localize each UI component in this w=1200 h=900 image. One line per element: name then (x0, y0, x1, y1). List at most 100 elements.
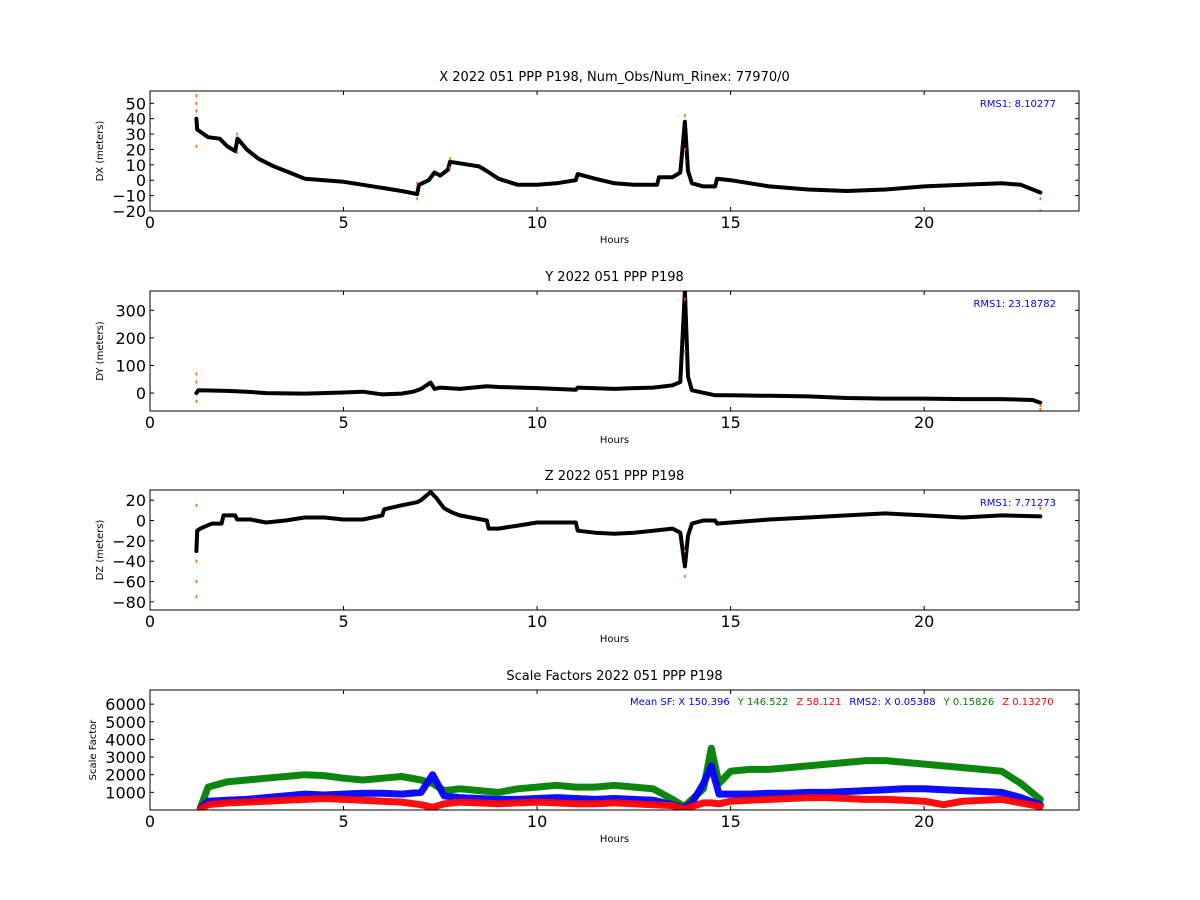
x-axis-label: Hours (600, 235, 629, 246)
rms-annotation: RMS1: 8.10277 (980, 99, 1056, 110)
annotation-part: RMS2: X 0.05388 (849, 697, 935, 708)
data-point (1039, 404, 1042, 407)
annotation-part: Y 0.15826 (943, 697, 995, 708)
y-tick-label: 0 (136, 512, 146, 531)
plot-frame (149, 689, 1080, 811)
annotation-part: Z 0.13270 (1002, 697, 1053, 708)
data-layer (194, 490, 1043, 599)
data-point (195, 109, 198, 113)
data-point (1039, 209, 1042, 211)
x-tick-label: 0 (145, 612, 155, 631)
chart-title: Z 2022 051 PPP P198 (545, 469, 685, 484)
annotation-part: Z 58.121 (796, 697, 841, 708)
data-point (195, 380, 198, 384)
x-tick-label: 20 (914, 213, 934, 232)
data-point (195, 595, 198, 599)
series-line-1 (196, 744, 1044, 810)
x-axis-label: Hours (600, 634, 629, 645)
y-axis-label: DY (meters) (95, 321, 106, 381)
x-tick-label: 15 (720, 812, 740, 831)
data-layer (196, 744, 1044, 810)
y-tick-label: 2000 (105, 766, 146, 785)
data-point (236, 132, 238, 136)
y-tick-label: 30 (126, 125, 146, 144)
y-tick-label: 40 (126, 110, 146, 129)
y-tick-label: −60 (112, 573, 146, 592)
y-tick-label: 20 (126, 491, 146, 510)
y-tick-label: 100 (115, 356, 146, 375)
plot-frame (149, 489, 1080, 611)
x-tick-label: 10 (527, 413, 547, 432)
data-point (684, 114, 686, 118)
data-point (1039, 506, 1042, 510)
data-point (195, 503, 198, 507)
y-tick-label: 300 (115, 301, 146, 320)
y-tick-label: 6000 (105, 695, 146, 714)
y-axis-label: Scale Factor (88, 719, 99, 781)
series-line-1 (194, 291, 1043, 405)
x-tick-label: 20 (914, 413, 934, 432)
x-tick-label: 5 (338, 812, 348, 831)
data-layer (194, 94, 1043, 211)
x-tick-label: 20 (914, 612, 934, 631)
chart-title: X 2022 051 PPP P198, Num_Obs/Num_Rinex: … (439, 70, 790, 85)
data-point (449, 166, 451, 170)
scale-factor-annotation: Mean SF: X 150.396 Y 146.522 Z 58.121 RMS2:… (630, 697, 1054, 708)
x-tick-label: 15 (720, 413, 740, 432)
x-tick-label: 15 (720, 612, 740, 631)
data-point (195, 399, 198, 403)
y-tick-label: 0 (136, 171, 146, 190)
data-point (684, 297, 686, 301)
data-point (684, 549, 686, 553)
x-tick-label: 0 (145, 413, 155, 432)
x-tick-label: 0 (145, 812, 155, 831)
x-tick-label: 20 (914, 812, 934, 831)
x-tick-label: 5 (338, 413, 348, 432)
x-tick-label: 15 (720, 213, 740, 232)
y-tick-label: 10 (126, 156, 146, 175)
y-tick-label: 4000 (105, 730, 146, 749)
y-tick-label: −80 (112, 593, 146, 612)
data-point (195, 580, 198, 583)
rms-annotation: RMS1: 23.18782 (973, 299, 1056, 310)
y-tick-label: −10 (112, 187, 146, 206)
chart-title: Scale Factors 2022 051 PPP P198 (506, 669, 722, 684)
series-line-1 (194, 490, 1043, 569)
y-axis-label: DZ (meters) (95, 519, 106, 580)
plot-frame (149, 290, 1080, 412)
data-point (416, 181, 418, 185)
data-point (1039, 197, 1042, 201)
y-tick-label: 20 (126, 140, 146, 159)
data-point (449, 157, 451, 161)
data-point (195, 559, 198, 563)
y-tick-label: 3000 (105, 748, 146, 767)
y-tick-label: 1000 (105, 783, 146, 802)
x-tick-label: 10 (527, 812, 547, 831)
annotation-part: Y 146.522 (737, 697, 789, 708)
y-tick-label: 50 (126, 94, 146, 113)
data-point (684, 148, 686, 151)
data-point (195, 101, 198, 105)
data-point (236, 151, 238, 154)
plot-frame (149, 90, 1080, 212)
x-tick-label: 10 (527, 612, 547, 631)
data-point (195, 144, 198, 148)
rms-annotation: RMS1: 7.71273 (980, 498, 1056, 509)
series-line-1 (194, 116, 1043, 197)
data-point (195, 94, 198, 98)
x-axis-label: Hours (600, 834, 629, 845)
data-layer (194, 291, 1043, 411)
y-tick-label: −40 (112, 552, 146, 571)
y-axis-label: DX (meters) (95, 120, 106, 181)
data-point (684, 574, 686, 578)
data-point (416, 197, 418, 201)
y-tick-label: 5000 (105, 713, 146, 732)
x-tick-label: 5 (338, 213, 348, 232)
y-tick-label: 0 (136, 384, 146, 403)
x-axis-label: Hours (600, 435, 629, 446)
